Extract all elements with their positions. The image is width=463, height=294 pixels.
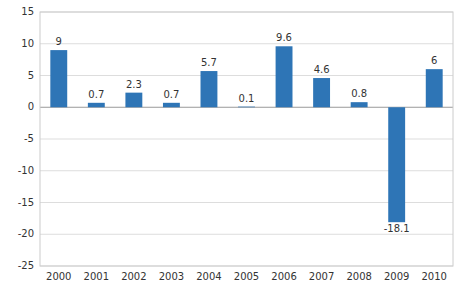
y-tick-label: -20 bbox=[18, 228, 34, 239]
data-label: 0.7 bbox=[163, 89, 179, 100]
y-tick-label: -25 bbox=[18, 260, 34, 271]
bar bbox=[163, 103, 180, 107]
x-tick-label: 2006 bbox=[271, 271, 296, 282]
chart-container: -25 -20 -15 -10 -5 0 5 10 15 9 0.7 2.3 0.7 5.7 0.1 9.6 4… bbox=[0, 0, 463, 294]
x-tick-label: 2000 bbox=[46, 271, 71, 282]
data-label: 6 bbox=[431, 55, 437, 66]
bar bbox=[351, 102, 368, 107]
x-tick-label: 2010 bbox=[422, 271, 447, 282]
data-label: 4.6 bbox=[314, 64, 330, 75]
data-label: 0.7 bbox=[88, 89, 104, 100]
x-tick-label: 2001 bbox=[84, 271, 109, 282]
bar bbox=[201, 71, 218, 107]
chart-svg: -25 -20 -15 -10 -5 0 5 10 15 9 0.7 2.3 0.7 5.7 0.1 9.6 4… bbox=[0, 0, 463, 294]
y-tick-label: 5 bbox=[28, 70, 34, 81]
y-tick-label: 0 bbox=[28, 101, 34, 112]
bar bbox=[426, 69, 443, 107]
bar bbox=[276, 46, 293, 107]
y-tick-label: 10 bbox=[21, 38, 34, 49]
data-label: 0.8 bbox=[351, 88, 367, 99]
data-label: 2.3 bbox=[126, 79, 142, 90]
bar bbox=[50, 50, 67, 107]
bar bbox=[238, 106, 255, 108]
x-tick-label: 2005 bbox=[234, 271, 259, 282]
data-label: 9 bbox=[56, 36, 62, 47]
x-tick-label: 2007 bbox=[309, 271, 334, 282]
y-tick-label: -15 bbox=[18, 197, 34, 208]
bar bbox=[388, 107, 405, 222]
bar bbox=[313, 78, 330, 107]
bar bbox=[125, 93, 142, 108]
grid-line bbox=[40, 75, 453, 76]
bars bbox=[50, 46, 442, 222]
x-tick-label: 2004 bbox=[196, 271, 221, 282]
x-tick-label: 2009 bbox=[384, 271, 409, 282]
data-label: 9.6 bbox=[276, 32, 292, 43]
grid-line bbox=[40, 43, 453, 44]
y-tick-label: -10 bbox=[18, 165, 34, 176]
bar bbox=[88, 103, 105, 107]
y-tick-label: 15 bbox=[21, 6, 34, 17]
y-tick-label: -5 bbox=[24, 133, 34, 144]
data-label: 5.7 bbox=[201, 57, 217, 68]
grid bbox=[40, 12, 453, 266]
plot-frame bbox=[40, 12, 453, 266]
x-tick-label: 2002 bbox=[121, 271, 146, 282]
data-label: 0.1 bbox=[239, 93, 255, 104]
x-tick-label: 2008 bbox=[346, 271, 371, 282]
data-label: -18.1 bbox=[384, 223, 410, 234]
x-tick-label: 2003 bbox=[159, 271, 184, 282]
